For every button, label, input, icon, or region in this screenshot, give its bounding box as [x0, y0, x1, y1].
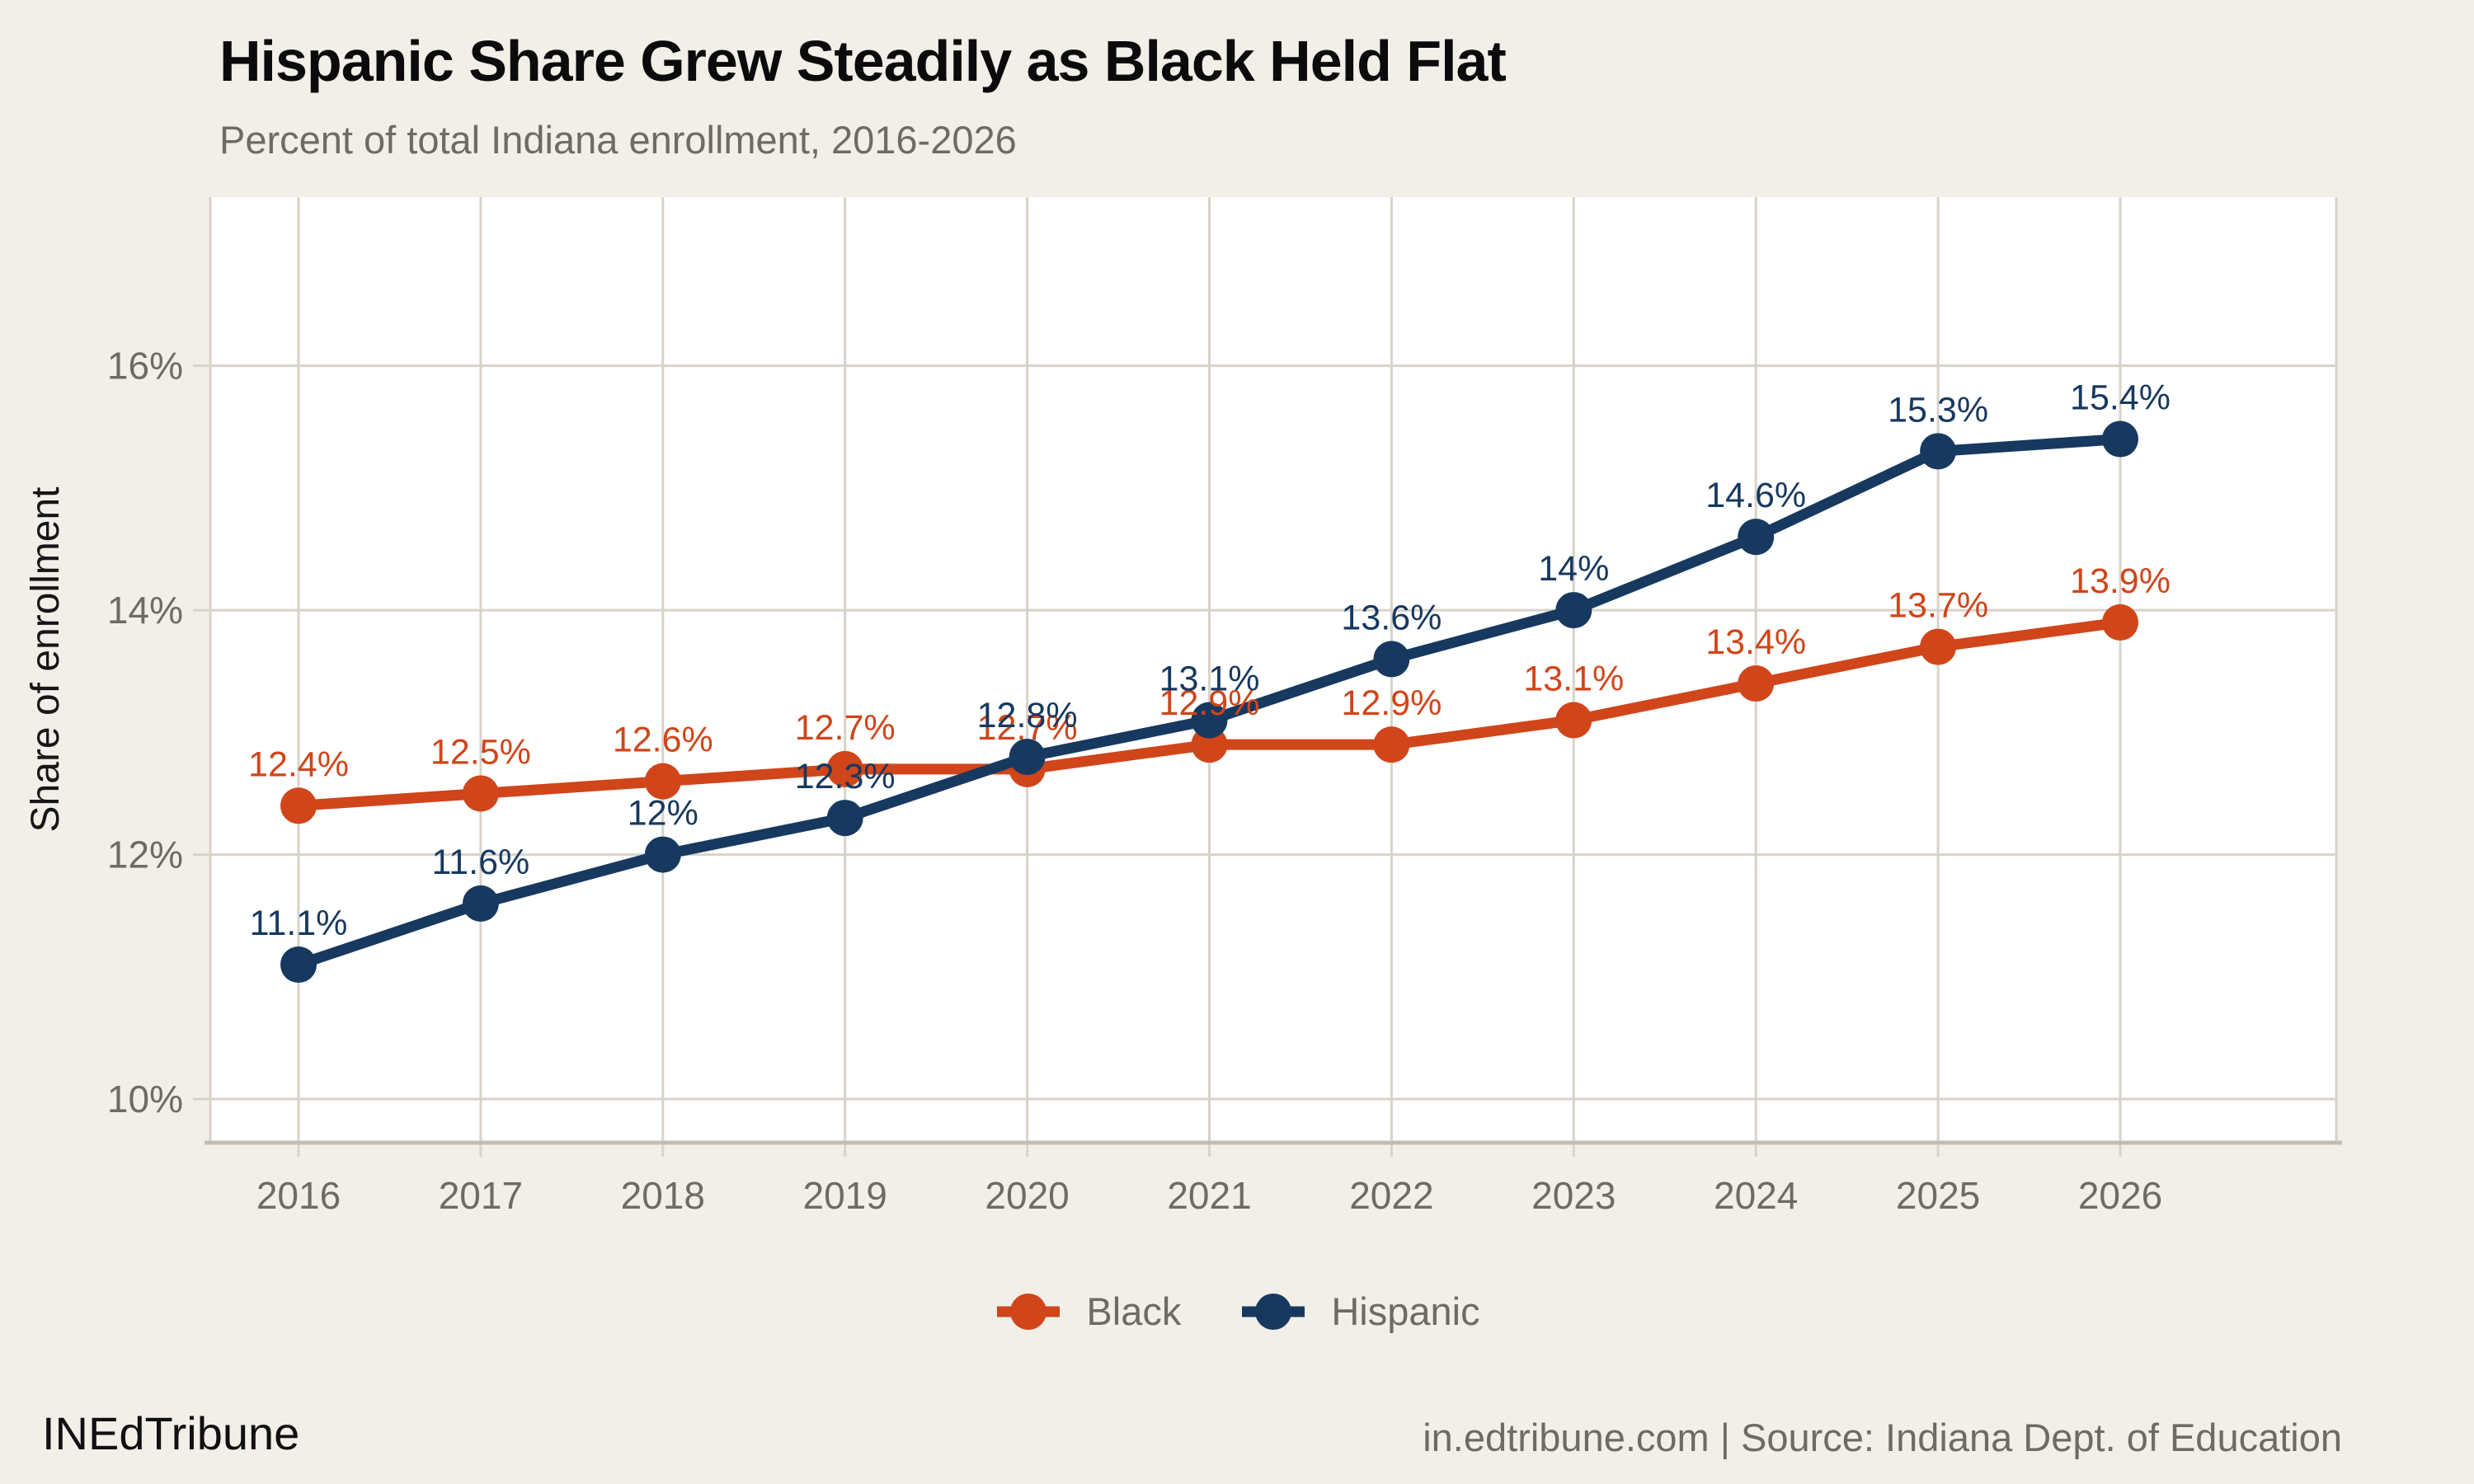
- point-black-2024: [1738, 665, 1775, 702]
- chart-legend: Black Hispanic: [0, 1289, 2474, 1334]
- x-tick-label: 2024: [1714, 1174, 1798, 1217]
- brand-logo: INEdTribune: [42, 1407, 300, 1459]
- point-black-2017: [462, 775, 499, 812]
- point-hispanic-2024: [1738, 519, 1775, 556]
- chart-subtitle: Percent of total Indiana enrollment, 201…: [219, 118, 1017, 162]
- point-black-2016: [280, 787, 317, 824]
- point-hispanic-2019: [826, 800, 863, 837]
- legend-marker-black: [997, 1293, 1061, 1330]
- point-black-2018: [644, 763, 681, 800]
- point-label-hispanic-2018: 12%: [628, 794, 698, 834]
- x-tick-label: 2026: [2078, 1174, 2162, 1217]
- x-tick-label: 2017: [439, 1174, 523, 1217]
- point-label-hispanic-2016: 11.1%: [250, 904, 348, 943]
- point-hispanic-2022: [1373, 641, 1410, 678]
- point-black-2023: [1555, 702, 1592, 739]
- point-hispanic-2016: [280, 946, 317, 984]
- point-hispanic-2021: [1191, 702, 1228, 739]
- point-hispanic-2018: [644, 836, 681, 873]
- y-axis-title: Share of enrollment: [24, 487, 68, 833]
- x-tick-label: 2020: [985, 1174, 1069, 1217]
- y-tick-label: 12%: [107, 834, 183, 876]
- point-label-hispanic-2020: 12.8%: [977, 696, 1078, 735]
- point-label-hispanic-2025: 15.3%: [1888, 390, 1988, 430]
- point-label-black-2021: 12.9%: [1159, 683, 1260, 723]
- plot-background: [210, 197, 2336, 1142]
- point-label-hispanic-2022: 13.6%: [1341, 598, 1442, 637]
- point-hispanic-2026: [2102, 420, 2138, 458]
- point-label-black-2017: 12.5%: [430, 732, 531, 772]
- point-label-black-2016: 12.4%: [248, 744, 349, 784]
- point-label-black-2024: 13.4%: [1705, 622, 1806, 662]
- point-label-hispanic-2024: 14.6%: [1705, 476, 1806, 515]
- point-label-black-2025: 13.7%: [1888, 586, 1988, 626]
- point-hispanic-2023: [1555, 592, 1592, 629]
- point-hispanic-2017: [462, 885, 499, 922]
- point-label-black-2020: 12.7%: [977, 708, 1078, 748]
- point-label-hispanic-2017: 11.6%: [432, 843, 530, 882]
- point-label-black-2019: 12.7%: [795, 708, 896, 748]
- point-black-2022: [1373, 726, 1410, 763]
- y-tick-label: 16%: [107, 345, 183, 387]
- x-tick-label: 2022: [1349, 1174, 1433, 1217]
- legend-item-black: Black: [994, 1289, 1181, 1334]
- point-label-black-2023: 13.1%: [1523, 660, 1624, 699]
- point-label-black-2018: 12.6%: [613, 721, 713, 760]
- y-tick-label: 14%: [107, 589, 183, 632]
- point-label-hispanic-2026: 15.4%: [2070, 378, 2171, 418]
- point-hispanic-2020: [1009, 739, 1046, 776]
- point-hispanic-2025: [1920, 433, 1957, 470]
- point-black-2019: [826, 750, 863, 787]
- x-tick-label: 2018: [621, 1174, 705, 1217]
- x-tick-label: 2016: [256, 1174, 341, 1217]
- y-tick-label: 10%: [107, 1078, 183, 1120]
- point-label-black-2022: 12.9%: [1341, 683, 1442, 723]
- point-label-black-2026: 13.9%: [2070, 561, 2171, 601]
- point-label-hispanic-2023: 14%: [1538, 549, 1609, 589]
- legend-marker-hispanic: [1242, 1293, 1305, 1330]
- x-tick-label: 2023: [1531, 1174, 1616, 1217]
- legend-label-hispanic: Hispanic: [1331, 1289, 1480, 1333]
- point-black-2025: [1920, 628, 1957, 665]
- point-label-hispanic-2021: 13.1%: [1159, 660, 1260, 699]
- point-black-2026: [2102, 603, 2138, 641]
- legend-item-hispanic: Hispanic: [1239, 1289, 1480, 1334]
- x-tick-label: 2025: [1896, 1174, 1980, 1217]
- point-label-hispanic-2019: 12.3%: [795, 757, 896, 796]
- x-tick-label: 2021: [1167, 1174, 1251, 1217]
- legend-label-black: Black: [1086, 1289, 1182, 1333]
- chart-title: Hispanic Share Grew Steadily as Black He…: [219, 29, 1507, 93]
- x-tick-label: 2019: [803, 1174, 887, 1217]
- source-attribution: in.edtribune.com | Source: Indiana Dept.…: [1423, 1416, 2342, 1459]
